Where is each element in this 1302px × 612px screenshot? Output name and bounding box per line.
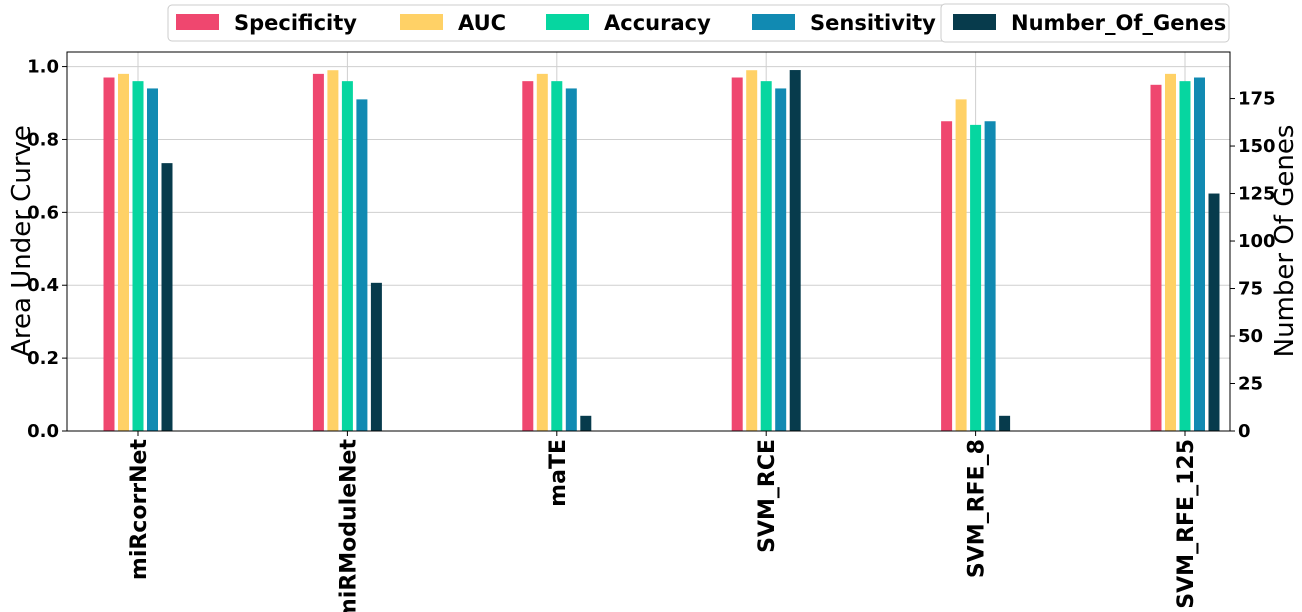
x-tick-label: SVM_RFE_125 (1174, 439, 1199, 609)
y2-tick-label: 50 (1238, 326, 1263, 347)
y2-tick-label: 125 (1238, 184, 1276, 205)
y2-tick-label: 75 (1238, 279, 1263, 300)
bar (955, 99, 967, 431)
left-y-axis-label: Area Under Curve (7, 125, 37, 357)
bar (565, 88, 577, 431)
right-y-axis-ticks: 0 25 50 75 100 125 150 175 (1230, 89, 1276, 442)
bar (1194, 77, 1205, 431)
y-tick-label: 0.2 (27, 348, 59, 369)
bar (775, 88, 787, 431)
legend-label: Specificity (234, 11, 357, 35)
x-tick-label: SVM_RCE (755, 439, 780, 553)
bar (312, 73, 324, 431)
x-tick-label: miRcorrNet (127, 439, 152, 581)
bar (1150, 84, 1162, 431)
right-y-axis-label: Number Of Genes (1270, 125, 1300, 358)
y2-tick-label: 100 (1238, 231, 1276, 252)
bar (999, 415, 1011, 431)
bar (356, 99, 368, 431)
bar (731, 77, 743, 431)
left-y-axis-ticks: 0.0 0.2 0.4 0.6 0.8 1.0 (27, 57, 67, 442)
bar (551, 81, 563, 432)
bar (970, 124, 982, 431)
legend-item: Specificity (176, 11, 357, 35)
y-tick-label: 0.8 (27, 129, 59, 150)
bar (522, 81, 534, 432)
bar (789, 70, 801, 432)
y2-tick-label: 175 (1238, 89, 1276, 110)
series-accuracy (132, 81, 1191, 432)
legend-label: Accuracy (604, 11, 711, 35)
legend: Specificity AUC Accuracy Sensitivity Number_… (167, 3, 1230, 43)
x-tick-label: SVM_RFE_8 (965, 439, 990, 578)
bar (1179, 81, 1191, 432)
bar (327, 70, 339, 431)
bar (370, 282, 382, 431)
legend-item: Sensitivity (752, 11, 936, 35)
bar (984, 121, 996, 431)
y-tick-label: 0.4 (27, 275, 59, 296)
legend-item: AUC (400, 11, 506, 35)
series-number-of-genes (161, 70, 1220, 432)
legend-swatch (752, 14, 795, 30)
y2-tick-label: 150 (1238, 136, 1276, 157)
y2-tick-label: 25 (1238, 374, 1263, 395)
legend-item: Number_Of_Genes (953, 11, 1226, 35)
legend-swatch (400, 14, 443, 30)
plot-frame (66, 51, 1231, 432)
series-sensitivity (147, 77, 1205, 431)
legend-frame-genes (940, 3, 1230, 43)
x-tick-label: miRModuleNet (336, 439, 361, 612)
bar (746, 70, 758, 431)
bar (147, 88, 158, 431)
x-tick-label: maTE (546, 439, 571, 507)
bar (103, 77, 115, 431)
bar (341, 81, 353, 432)
legend-label: AUC (458, 11, 506, 35)
x-axis-ticks: miRcorrNet miRModuleNet maTE SVM_RCE SVM_RFE… (127, 431, 1199, 612)
series-specificity (103, 73, 1162, 432)
legend-label: Number_Of_Genes (1011, 11, 1226, 35)
bar (118, 73, 129, 431)
bar (132, 81, 144, 432)
bar (536, 73, 548, 431)
grid-lines (67, 52, 1230, 432)
series-auc (118, 70, 1176, 431)
bar (760, 81, 772, 432)
bar (580, 415, 592, 431)
legend-item: Accuracy (546, 11, 711, 35)
y-tick-label: 1.0 (27, 57, 59, 78)
y-tick-label: 0.0 (27, 421, 59, 442)
bar (1165, 73, 1176, 431)
legend-swatch (546, 14, 589, 30)
bar (941, 121, 953, 431)
bar (161, 163, 173, 431)
bars (103, 70, 1220, 432)
bar (1208, 193, 1220, 431)
legend-label: Sensitivity (810, 11, 936, 35)
legend-swatch (953, 14, 996, 30)
y2-tick-label: 0 (1238, 421, 1251, 442)
legend-swatch (176, 14, 219, 30)
y-tick-label: 0.6 (27, 202, 59, 223)
